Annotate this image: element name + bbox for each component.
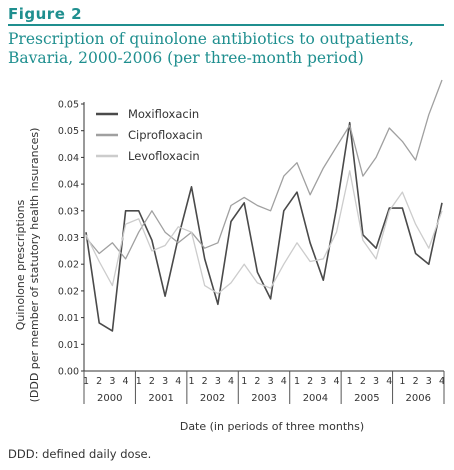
legend-label: Moxifloxacin bbox=[128, 107, 199, 121]
x-tick-label-quarter: 1 bbox=[188, 376, 194, 387]
x-tick-label-quarter: 4 bbox=[281, 376, 287, 387]
y-tick-label: 0.02 bbox=[58, 260, 79, 271]
x-tick-label-year: 2001 bbox=[148, 393, 173, 404]
x-tick-label-quarter: 3 bbox=[373, 376, 379, 387]
x-tick-label-year: 2006 bbox=[406, 393, 431, 404]
x-tick-label-year: 2004 bbox=[303, 393, 328, 404]
y-tick-label: 0.04 bbox=[58, 180, 79, 191]
x-tick-label-year: 2000 bbox=[97, 393, 122, 404]
figure-rule bbox=[8, 24, 444, 26]
x-tick-label-quarter: 2 bbox=[413, 376, 419, 387]
x-tick-label-quarter: 2 bbox=[202, 376, 208, 387]
x-tick-label-quarter: 4 bbox=[386, 376, 392, 387]
x-tick-label-quarter: 3 bbox=[426, 376, 432, 387]
figure-title-line1: Prescription of quinolone antibiotics to… bbox=[8, 30, 414, 48]
x-axis-label: Date (in periods of three months) bbox=[180, 420, 364, 433]
x-tick-label-quarter: 3 bbox=[162, 376, 168, 387]
chart-axes: 0.00 0.01 0.01 0.02 0.02 0.03 0.03 0.04 0.04 0.05… bbox=[58, 100, 445, 404]
x-tick-label-quarter: 4 bbox=[228, 376, 234, 387]
y-tick-label: 0.00 bbox=[58, 367, 79, 378]
x-tick-label-quarter: 2 bbox=[254, 376, 260, 387]
x-tick-label-quarter: 1 bbox=[347, 376, 353, 387]
x-tick-label-quarter: 1 bbox=[136, 376, 142, 387]
y-tick-label: 0.02 bbox=[58, 286, 79, 297]
y-tick-label: 0.03 bbox=[58, 206, 79, 217]
x-tick-label-quarter: 4 bbox=[439, 376, 445, 387]
x-tick-label-year: 2003 bbox=[251, 393, 276, 404]
legend-label: Levofloxacin bbox=[128, 149, 200, 163]
series-line-levofloxacin bbox=[85, 170, 443, 295]
x-tick-label-quarter: 1 bbox=[83, 376, 89, 387]
y-tick-label: 0.05 bbox=[58, 100, 79, 111]
y-tick-label: 0.04 bbox=[58, 153, 79, 164]
x-tick-label-quarter: 2 bbox=[96, 376, 102, 387]
x-tick-label-quarter: 4 bbox=[333, 376, 339, 387]
x-tick-label-quarter: 3 bbox=[320, 376, 326, 387]
legend-label: Ciprofloxacin bbox=[128, 128, 203, 142]
figure-title: Prescription of quinolone antibiotics to… bbox=[8, 30, 448, 68]
series-line-ciprofloxacin bbox=[85, 79, 443, 260]
x-tick-label-quarter: 1 bbox=[294, 376, 300, 387]
x-tick-label-quarter: 2 bbox=[307, 376, 313, 387]
y-tick-label: 0.01 bbox=[58, 340, 79, 351]
x-tick-label-year: 2005 bbox=[354, 393, 379, 404]
y-tick-label: 0.01 bbox=[58, 313, 79, 324]
x-tick-label-quarter: 3 bbox=[215, 376, 221, 387]
footnote: DDD: defined daily dose. bbox=[8, 447, 152, 461]
y-tick-label: 0.05 bbox=[58, 126, 79, 137]
x-tick-label-year: 2002 bbox=[200, 393, 225, 404]
figure-title-line2: Bavaria, 2000-2006 (per three-month peri… bbox=[8, 49, 364, 67]
x-tick-label-quarter: 3 bbox=[268, 376, 274, 387]
figure-label: Figure 2 bbox=[8, 5, 83, 23]
x-tick-label-quarter: 1 bbox=[399, 376, 405, 387]
x-tick-label-quarter: 3 bbox=[109, 376, 115, 387]
x-tick-label-quarter: 2 bbox=[149, 376, 155, 387]
x-tick-label-quarter: 2 bbox=[360, 376, 366, 387]
y-tick-label: 0.03 bbox=[58, 233, 79, 244]
x-tick-label-quarter: 1 bbox=[241, 376, 247, 387]
x-tick-label-quarter: 4 bbox=[123, 376, 129, 387]
x-tick-label-quarter: 4 bbox=[175, 376, 181, 387]
y-axis-label: Quinolone prescriptions bbox=[14, 199, 27, 330]
y-axis-label-units: (DDD per member of statutory health insu… bbox=[28, 128, 41, 403]
chart-series-layer bbox=[85, 79, 443, 332]
chart-legend: Moxifloxacin Ciprofloxacin Levofloxacin bbox=[96, 107, 203, 163]
